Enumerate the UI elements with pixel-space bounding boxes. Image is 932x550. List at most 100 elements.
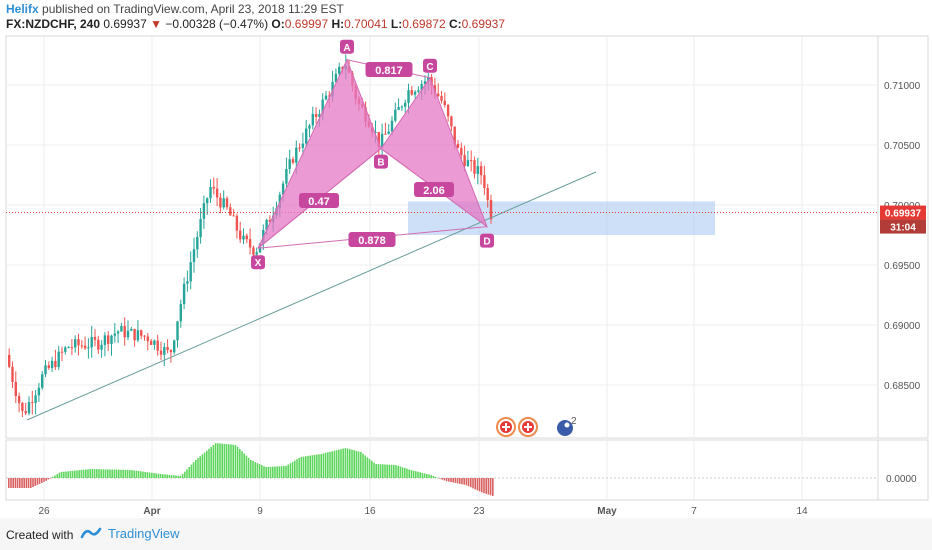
event-markers[interactable]: 2 [496, 416, 577, 437]
osc-bar [118, 469, 120, 478]
y-tick-label: 0.70500 [884, 141, 921, 152]
candle-body [27, 402, 31, 414]
osc-bar [355, 450, 358, 478]
candle-body [173, 340, 176, 353]
osc-bar [168, 474, 171, 478]
dividend-event-icon[interactable] [557, 420, 573, 436]
candle-body [166, 347, 169, 350]
event-dot [564, 422, 570, 428]
osc-bar [45, 478, 47, 481]
candle-body [93, 337, 97, 340]
candle-body [222, 198, 225, 208]
osc-bar [419, 472, 421, 478]
candle-body [446, 105, 450, 117]
candle-body [202, 203, 206, 219]
candle-body [100, 344, 103, 350]
candle-body [252, 247, 255, 255]
osc-bar [93, 469, 96, 478]
osc-bar [230, 444, 232, 478]
osc-bar [223, 443, 226, 478]
author-name[interactable]: Helifx [6, 2, 39, 16]
tradingview-brand[interactable]: TradingView [108, 526, 180, 541]
countdown-box [880, 219, 926, 234]
created-with-text: Created with [6, 528, 74, 542]
oscillator-pane[interactable] [5, 439, 879, 501]
osc-bar [467, 478, 470, 487]
osc-bar [100, 469, 102, 478]
osc-bar [258, 464, 261, 478]
ratio-badge [348, 232, 396, 247]
x-tick-label: 14 [796, 506, 808, 517]
osc-bar [181, 474, 184, 478]
candle-body [308, 125, 311, 129]
osc-bar [333, 450, 336, 478]
candle-body [239, 230, 242, 240]
osc-bar [10, 478, 12, 488]
trendline[interactable] [6, 171, 878, 421]
candle-body [90, 337, 93, 348]
osc-bar [197, 458, 199, 478]
osc-bar [192, 462, 195, 478]
candle-body [407, 90, 410, 103]
ratio-badge [414, 182, 454, 197]
candle-body [60, 351, 64, 353]
price-axis[interactable] [877, 35, 929, 439]
candle-body [384, 133, 387, 135]
candle-body [212, 187, 215, 189]
osc-bar [461, 478, 463, 485]
economic-event-icon[interactable] [496, 417, 516, 437]
candle-body [400, 106, 404, 108]
osc-bar [459, 478, 461, 484]
osc-bar [342, 448, 344, 478]
grid-lines [6, 36, 878, 500]
osc-bar [63, 471, 65, 478]
osc-bar [404, 468, 406, 478]
osc-bar [159, 474, 162, 478]
osc-bar [71, 470, 74, 478]
economic-event-icon[interactable] [518, 417, 538, 437]
osc-bar [16, 478, 19, 488]
point-x: X [251, 255, 265, 270]
candle-body [417, 90, 420, 92]
candle-body [74, 339, 77, 348]
candle-body [470, 160, 473, 162]
osc-bar [60, 471, 63, 478]
symbol-label[interactable]: FX:NZDCHF, 240 [6, 17, 101, 31]
candle-body [120, 326, 123, 332]
osc-bar [272, 466, 274, 478]
osc-bar [144, 471, 146, 478]
candle-body [21, 402, 24, 411]
bat-pattern-drawing[interactable]: X A B C D 0.817 0.47 2.06 0.878 [251, 39, 494, 270]
osc-bar [206, 450, 208, 478]
osc-bar [203, 452, 206, 478]
y-tick-label: 0.69000 [884, 321, 921, 332]
candle-body [489, 200, 493, 220]
candle-body [50, 360, 54, 368]
point-a: A [340, 39, 354, 54]
last-price: 0.69937 [103, 17, 147, 31]
ohlc-legend: FX:NZDCHF, 240 0.69937 ▼ −0.00328 (−0.47… [6, 17, 505, 31]
osc-bar [368, 459, 371, 478]
candle-body [291, 159, 295, 163]
candle-body [54, 360, 57, 368]
osc-bar [250, 460, 252, 478]
osc-bar [311, 455, 314, 478]
candle-body [140, 330, 143, 336]
osc-bar [65, 471, 67, 478]
candle-body [219, 197, 222, 208]
candle-body [57, 351, 60, 368]
osc-bar [212, 445, 215, 478]
osc-bar [208, 448, 210, 478]
x-tick-label: 7 [691, 506, 697, 517]
candle-body [232, 215, 235, 217]
tradingview-logo-icon[interactable] [80, 525, 102, 541]
osc-bar [201, 454, 204, 478]
osc-bar [89, 469, 91, 478]
osc-bar [338, 449, 340, 478]
osc-bar [195, 460, 197, 478]
candle-body [206, 198, 209, 204]
osc-bar [448, 478, 450, 482]
candle-body [268, 219, 272, 222]
osc-bar [274, 466, 276, 478]
candle-body [163, 347, 166, 355]
